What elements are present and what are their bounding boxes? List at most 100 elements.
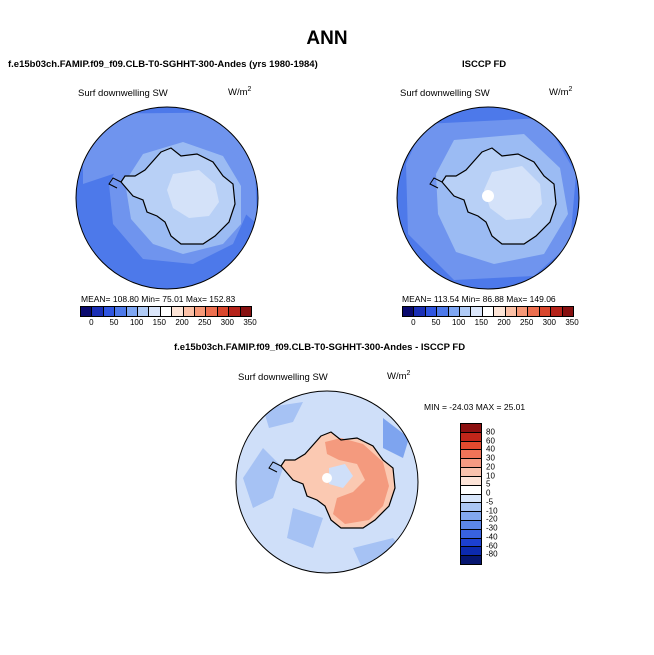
colorbar-model-swatch <box>229 307 241 316</box>
units-label-diff: W/m2 <box>387 370 411 383</box>
variable-label-model: Surf downwelling SW <box>78 88 168 99</box>
colorbar-diff-tick-label: -80 <box>486 549 498 559</box>
colorbar-diff-tick-label: -10 <box>486 506 498 515</box>
colorbar-model-swatch <box>103 307 116 316</box>
panel-title-obs: ISCCP FD <box>462 59 507 70</box>
units-label-obs: W/m2 <box>549 86 573 99</box>
diff-interior <box>329 464 353 488</box>
interior-plateau <box>167 170 219 218</box>
pole-hole <box>482 190 494 202</box>
colorbar-diff-swatch <box>461 424 481 433</box>
colorbar-model-swatch <box>149 307 161 316</box>
colorbar-diff-swatch <box>461 512 481 521</box>
colorbar-diff <box>460 423 482 565</box>
colorbar-obs-swatch <box>551 307 563 316</box>
colorbar-obs-swatch <box>482 307 495 316</box>
colorbar-model-tick-label: 50 <box>109 318 119 327</box>
colorbar-diff-swatch <box>461 485 481 495</box>
colorbar-diff-tick-label: -60 <box>486 541 498 550</box>
colorbar-model-swatch <box>126 307 139 316</box>
colorbar-obs-tick-label: 150 <box>474 318 489 327</box>
map-border <box>235 390 419 574</box>
colorbar-obs-tick-label: 250 <box>519 318 534 327</box>
colorbar-model-swatch <box>138 307 150 316</box>
colorbar-diff-swatch <box>461 468 481 477</box>
colorbar-obs-tick-label: 100 <box>451 318 466 327</box>
colorbar-model-tick-label: 350 <box>243 318 257 327</box>
peninsula-coast <box>108 177 122 189</box>
colorbar-obs-swatch <box>528 307 540 316</box>
colorbar-diff-tick-label: 10 <box>486 471 495 480</box>
colorbar-obs-swatch <box>448 307 461 316</box>
pole-hole <box>322 473 332 483</box>
colorbar-model-tick-label: 300 <box>220 318 235 327</box>
colorbar-diff-tick-label: -40 <box>486 532 498 542</box>
page-title: ANN <box>306 28 348 49</box>
colorbar-obs-tick-label: 0 <box>411 318 416 327</box>
colorbar-obs-swatch <box>505 307 518 316</box>
variable-label-diff: Surf downwelling SW <box>238 372 328 383</box>
colorbar-diff-tick-label: 40 <box>486 444 495 454</box>
diff-neg-patch <box>243 448 283 508</box>
colorbar-model-swatch <box>160 307 173 316</box>
peninsula-coast <box>268 461 282 473</box>
colorbar-diff-swatch <box>461 432 481 442</box>
stats-model: MEAN= 108.80 Min= 75.01 Max= 152.83 <box>81 294 236 304</box>
map-diff-antarctica <box>235 390 419 574</box>
colorbar-obs-swatch <box>425 307 438 316</box>
colorbar-model <box>80 306 252 317</box>
colorbar-model-tick-label: 150 <box>152 318 167 327</box>
colorbar-model-swatch <box>240 307 252 316</box>
colorbar-model-swatch <box>195 307 207 316</box>
diff-neg-patch <box>287 508 323 548</box>
colorbar-obs-swatch <box>562 307 574 316</box>
coastline <box>120 147 236 245</box>
colorbar-obs-tick-label: 200 <box>497 318 511 327</box>
colorbar-diff-swatch <box>461 459 481 469</box>
colorbar-diff-tick-label: 60 <box>486 436 495 445</box>
colorbar-diff-swatch <box>461 556 481 564</box>
diff-neg-patch <box>383 418 409 458</box>
colorbar-diff-swatch <box>461 547 481 557</box>
colorbar-diff-tick-label: 80 <box>486 427 495 437</box>
colorbar-obs-swatch <box>403 307 415 316</box>
stats-diff: MIN = -24.03 MAX = 25.01 <box>424 402 526 412</box>
colorbar-model-tick-label: 250 <box>197 318 212 327</box>
colorbar-diff-swatch <box>461 529 481 539</box>
colorbar-model-swatch <box>92 307 104 316</box>
colorbar-obs-swatch <box>517 307 529 316</box>
colorbar-obs-swatch <box>471 307 483 316</box>
colorbar-obs-swatch <box>414 307 426 316</box>
colorbar-diff-tick-label: -30 <box>486 523 498 533</box>
interior-plateau <box>484 166 542 220</box>
colorbar-diff-swatch <box>461 494 481 504</box>
colorbar-diff-tick-label: -20 <box>486 514 498 524</box>
colorbar-obs-swatch <box>460 307 472 316</box>
colorbar-model-swatch <box>217 307 230 316</box>
variable-label-obs: Surf downwelling SW <box>400 88 490 99</box>
colorbar-diff-swatch <box>461 441 481 451</box>
colorbar-obs <box>402 306 574 317</box>
map-border <box>396 106 580 290</box>
colorbar-model-swatch <box>81 307 93 316</box>
colorbar-diff-tick-label: -5 <box>486 497 494 507</box>
panel-title-diff: f.e15b03ch.FAMIP.f09_f09.CLB-T0-SGHHT-30… <box>174 342 466 353</box>
units-label-model: W/m2 <box>228 86 252 99</box>
map-model-antarctica <box>75 106 259 290</box>
colorbar-ticks-obs: 0 50 100 150 200 250 300 350 <box>402 318 579 330</box>
colorbar-obs-swatch <box>539 307 552 316</box>
colorbar-model-swatch <box>172 307 184 316</box>
colorbar-model-tick-label: 200 <box>175 318 189 327</box>
colorbar-diff-tick-label: 5 <box>486 479 491 489</box>
colorbar-obs-swatch <box>437 307 449 316</box>
colorbar-model-swatch <box>206 307 218 316</box>
coastline <box>280 431 396 529</box>
colorbar-diff-swatch <box>461 538 481 548</box>
colorbar-ticks-model: 0 50 100 150 200 250 300 350 <box>80 318 257 330</box>
colorbar-diff-swatch <box>461 450 481 460</box>
map-obs-antarctica <box>396 106 580 290</box>
colorbar-ticks-diff: 80 60 40 30 20 10 5 0 -5 -10 -20 -30 -40 -60 -80 <box>486 423 516 563</box>
stats-obs: MEAN= 113.54 Min= 86.88 Max= 149.06 <box>402 294 556 304</box>
colorbar-obs-tick-label: 350 <box>565 318 579 327</box>
peninsula-coast <box>429 177 443 189</box>
